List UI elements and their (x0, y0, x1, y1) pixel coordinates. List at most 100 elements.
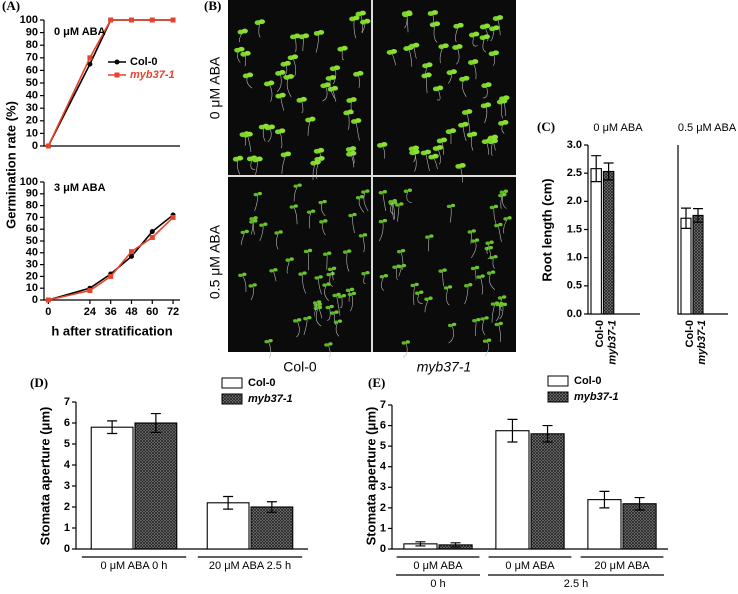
seedling (396, 264, 401, 268)
seedling-root (436, 88, 441, 101)
seedling (491, 134, 499, 140)
seedling (298, 272, 303, 276)
seedling (424, 297, 429, 301)
seedling (324, 82, 331, 88)
seedling (328, 342, 333, 346)
seedling (329, 75, 337, 80)
seedling (309, 116, 316, 122)
seedling (291, 54, 299, 60)
seedling-root (488, 272, 495, 290)
seedling-root (492, 257, 495, 269)
y-tick-label: 0 (380, 543, 386, 555)
seedling (507, 216, 512, 220)
x-tick-label: 24 (84, 306, 97, 318)
seedling (414, 282, 419, 287)
seedling (365, 270, 370, 275)
seedling (465, 109, 473, 114)
error-bar (542, 424, 553, 443)
seedling (390, 49, 398, 54)
seedling-root (417, 293, 423, 304)
seedling-root (327, 307, 331, 321)
seedling-root (314, 302, 318, 317)
x-tick-label: Col-0 (594, 320, 606, 348)
seedling (472, 31, 480, 37)
error-bar (266, 501, 277, 513)
seedling-root (363, 273, 366, 285)
x-tick-label: 0 μM ABA (413, 560, 463, 572)
seedling (257, 191, 263, 196)
seedling-root (437, 148, 441, 165)
seedling-root (350, 149, 355, 165)
seedling-root (348, 290, 351, 302)
y-tick-label: 2 (64, 501, 70, 513)
seedling-root (460, 166, 463, 183)
photo-panel: (B) 0 μM ABA 0.5 μM ABA Col-0 myb37-1 (204, 0, 516, 375)
seedling (407, 188, 413, 192)
seedling (310, 209, 316, 213)
seedling-root (242, 275, 247, 293)
y-tick-label: 10 (26, 282, 38, 294)
bar (680, 217, 692, 315)
seedling (292, 319, 298, 323)
seedling (253, 216, 258, 220)
y-tick-label: 5 (64, 438, 70, 450)
seedling-root (286, 260, 290, 274)
marker (108, 273, 114, 279)
seedling (382, 190, 388, 194)
seedling (293, 33, 301, 39)
seedling-root (335, 322, 340, 337)
y-tick-label: 0 (64, 543, 70, 555)
error-bar (693, 208, 703, 223)
seedling (499, 190, 505, 194)
seedling (341, 293, 347, 298)
seedling (326, 272, 331, 277)
seedling (425, 235, 430, 239)
legend-label: Col-0 (248, 377, 276, 389)
seedling (412, 145, 420, 151)
seedling-root (349, 294, 353, 312)
seedling (285, 258, 290, 262)
seedling (355, 196, 361, 200)
seedling (476, 317, 481, 322)
legend-label: Col-0 (574, 375, 602, 387)
x-tick-label: 48 (125, 306, 137, 318)
seedling (463, 75, 470, 81)
x-tick-label: 20 μM ABA 2.5 h (209, 560, 291, 572)
seedling (361, 190, 366, 194)
y-tick-label: 80 (26, 200, 38, 212)
y-tick-label: 0 (32, 294, 38, 306)
seedling (333, 320, 339, 324)
seedling (322, 283, 327, 287)
seedling-root (392, 201, 395, 220)
seedling (326, 282, 331, 286)
y-tick-label: 5 (380, 440, 386, 452)
seedling-root (302, 274, 306, 294)
y-tick-label: 7 (380, 399, 386, 411)
y-tick-label: 40 (26, 247, 38, 259)
seedling (502, 119, 509, 125)
axis (43, 182, 180, 301)
seedling (303, 249, 309, 254)
seedling (246, 131, 253, 137)
seedling (362, 233, 368, 237)
seedling (501, 295, 507, 299)
x-tick-label: 0 μM ABA (505, 560, 555, 572)
bar (90, 426, 134, 550)
seedling-root (329, 274, 333, 287)
x-tick-label: 0 μM ABA 0 h (101, 560, 168, 572)
seedling (459, 162, 466, 168)
series-line (48, 214, 174, 301)
seedling (238, 273, 243, 278)
seedling (322, 199, 327, 204)
seedling (396, 249, 402, 254)
seedling (319, 220, 324, 224)
seedling-root (471, 240, 477, 258)
seedling (415, 291, 420, 295)
seedling (429, 234, 434, 238)
error-bar (603, 162, 614, 181)
seedling (303, 316, 308, 321)
legend-label: Col-0 (130, 56, 158, 68)
group-label: 0 h (430, 578, 445, 590)
seedling (293, 204, 298, 208)
seedling-root (273, 270, 277, 282)
